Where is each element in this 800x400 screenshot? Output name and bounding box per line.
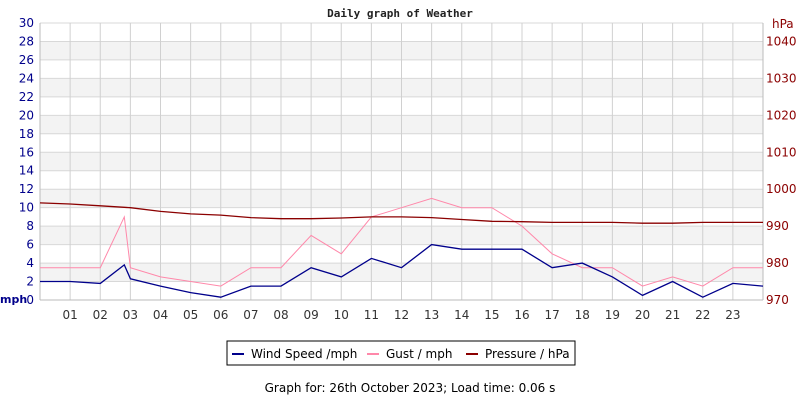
y-left-tick-label: 12 [19,182,34,196]
y-right-tick-label: 990 [766,219,789,233]
x-tick-label: 23 [725,308,740,322]
x-tick-label: 05 [183,308,198,322]
legend-box [226,340,576,366]
legend-label-gust: Gust / mph [386,347,452,361]
series-line-gust [40,197,763,287]
x-tick-label: 18 [575,308,590,322]
y-right-tick-label: 1040 [766,34,797,48]
y-left-tick-label: 20 [19,108,34,122]
y-left-tick-label: 30 [19,16,34,30]
y-left-label: mph [0,293,27,306]
y-left-tick-label: 0 [26,293,34,307]
y-right-tick-label: 1020 [766,108,797,122]
y-left-tick-label: 4 [26,256,34,270]
x-tick-label: 19 [605,308,620,322]
x-tick-label: 02 [93,308,108,322]
x-tick-label: 11 [364,308,379,322]
x-tick-label: 03 [123,308,138,322]
y-left-tick-label: 24 [19,71,34,85]
y-right-tick-label: 980 [766,256,789,270]
y-left-tick-label: 22 [19,90,34,104]
y-left-tick-label: 6 [26,238,34,252]
x-tick-label: 12 [394,308,409,322]
y-left-tick-label: 28 [19,34,34,48]
y-left-tick-label: 10 [19,201,34,215]
x-tick-label: 08 [273,308,288,322]
y-left-tick-label: 26 [19,53,34,67]
x-tick-label: 04 [153,308,168,322]
x-tick-label: 16 [514,308,529,322]
y-left-tick-label: 8 [26,219,34,233]
x-tick-label: 15 [484,308,499,322]
x-tick-label: 01 [62,308,77,322]
x-tick-label: 07 [243,308,258,322]
x-tick-label: 20 [635,308,650,322]
x-tick-label: 10 [334,308,349,322]
legend-label-wind: Wind Speed /mph [251,347,357,361]
y-left-tick-label: 2 [26,275,34,289]
y-right-tick-label: 1030 [766,71,797,85]
y-left-tick-label: 14 [19,164,34,178]
series-line-wind [40,243,764,298]
x-tick-label: 09 [303,308,318,322]
y-right-tick-label: 1010 [766,145,797,159]
y-right-tick-label: 970 [766,293,789,307]
x-tick-label: 17 [544,308,559,322]
x-tick-label: 06 [213,308,228,322]
x-tick-label: 13 [424,308,439,322]
series-line-pressure [39,202,763,224]
y-right-tick-label: 1000 [766,182,797,196]
x-tick-label: 21 [665,308,680,322]
y-left-tick-label: 18 [19,127,34,141]
y-left-tick-label: 16 [19,145,34,159]
footer-text: Graph for: 26th October 2023; Load time:… [265,381,556,395]
x-tick-label: 22 [695,308,710,322]
legend: Wind Speed /mph Gust / mph Pressure / hP… [226,340,576,366]
x-tick-label: 14 [454,308,469,322]
chart-title: Daily graph of Weather [327,7,473,20]
y-right-label: hPa [772,17,794,31]
legend-label-pressure: Pressure / hPa [485,347,570,361]
